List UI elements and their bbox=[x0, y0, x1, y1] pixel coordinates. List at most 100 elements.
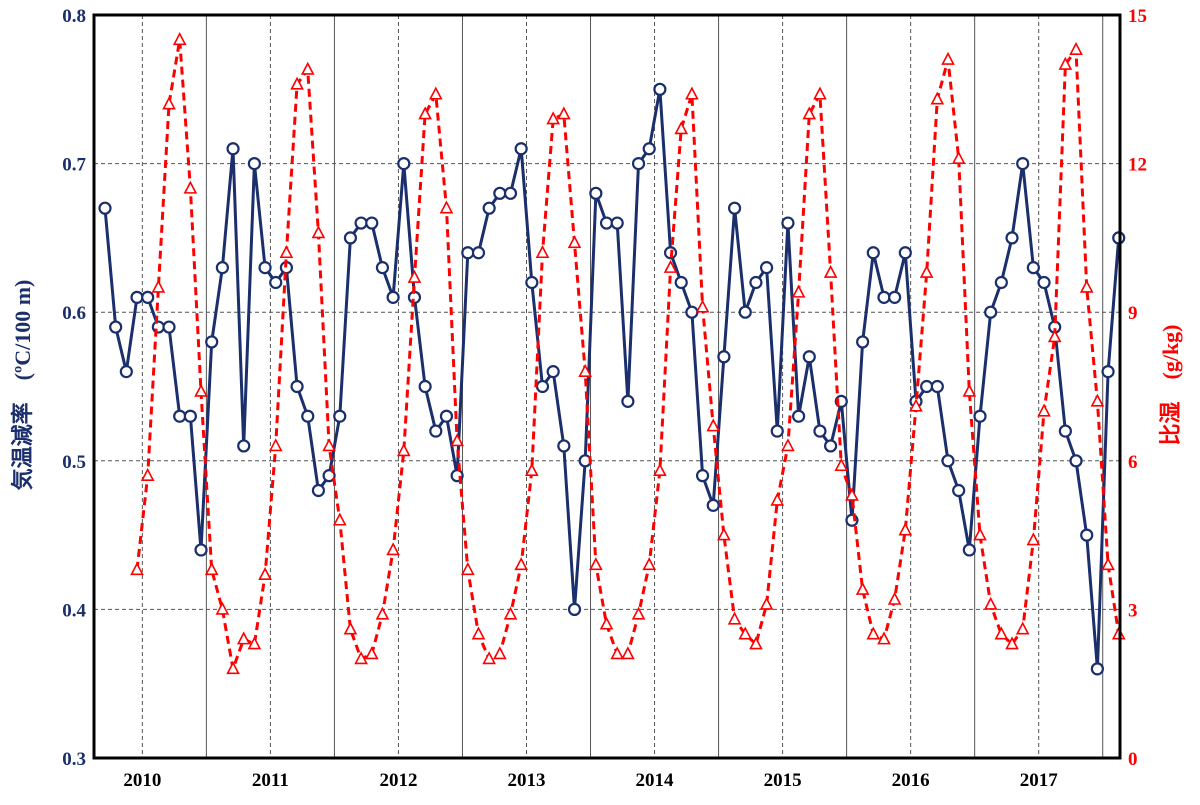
data-point bbox=[1079, 279, 1094, 293]
data-point bbox=[546, 111, 560, 125]
y-right-tick-label: 15 bbox=[1128, 6, 1147, 27]
data-point bbox=[290, 379, 304, 394]
data-point bbox=[130, 290, 144, 304]
series-line-left bbox=[103, 87, 1121, 671]
data-point bbox=[1058, 424, 1072, 438]
data-point bbox=[162, 96, 176, 110]
y-left-tick-label: 0.5 bbox=[62, 452, 86, 473]
data-point bbox=[343, 621, 358, 635]
y-left-tick-label: 0.6 bbox=[62, 303, 86, 324]
data-point bbox=[962, 383, 977, 397]
data-point bbox=[258, 261, 272, 275]
data-point bbox=[898, 246, 912, 260]
data-point bbox=[973, 409, 987, 423]
data-point bbox=[919, 264, 934, 278]
data-point bbox=[962, 543, 976, 557]
data-point bbox=[759, 261, 774, 275]
data-point bbox=[834, 458, 849, 472]
y-left-axis-label: 気温減率 (ºC/100 m) bbox=[10, 280, 35, 491]
data-point bbox=[1058, 56, 1073, 70]
data-point bbox=[770, 424, 784, 438]
data-point bbox=[450, 433, 464, 447]
data-point bbox=[471, 626, 486, 640]
data-point bbox=[759, 596, 774, 610]
data-point bbox=[631, 606, 646, 620]
data-point bbox=[332, 512, 347, 526]
data-point bbox=[1069, 454, 1083, 468]
data-point bbox=[215, 601, 230, 615]
data-point bbox=[482, 201, 496, 215]
data-point bbox=[813, 86, 827, 100]
data-point bbox=[952, 483, 966, 498]
data-point bbox=[567, 602, 582, 617]
data-point bbox=[119, 365, 133, 379]
data-point bbox=[375, 606, 390, 620]
data-point bbox=[546, 365, 560, 379]
data-point bbox=[1026, 261, 1040, 275]
data-point bbox=[589, 186, 603, 200]
data-point bbox=[621, 394, 635, 408]
data-point bbox=[610, 646, 625, 660]
data-point bbox=[247, 157, 261, 171]
x-tick-label: 2016 bbox=[892, 770, 930, 791]
y-left-tick-label: 0.8 bbox=[62, 6, 86, 27]
data-point bbox=[738, 305, 752, 319]
data-point bbox=[109, 320, 123, 334]
data-point bbox=[791, 284, 806, 298]
series-layer bbox=[98, 32, 1126, 676]
data-point bbox=[333, 409, 347, 423]
data-point bbox=[141, 290, 155, 304]
data-point bbox=[364, 646, 379, 660]
data-point bbox=[1037, 275, 1051, 290]
data-point bbox=[877, 631, 891, 645]
data-point bbox=[311, 225, 326, 239]
data-point bbox=[951, 150, 966, 164]
data-point bbox=[855, 581, 870, 595]
data-point bbox=[1101, 365, 1115, 379]
data-point bbox=[354, 216, 368, 230]
data-point bbox=[909, 398, 923, 412]
data-point bbox=[258, 567, 272, 581]
x-tick-label: 2017 bbox=[1020, 770, 1059, 791]
data-point bbox=[183, 180, 198, 194]
data-point bbox=[460, 562, 475, 576]
data-point bbox=[674, 121, 689, 135]
data-point bbox=[599, 216, 614, 230]
data-point bbox=[396, 443, 411, 457]
data-point bbox=[386, 290, 400, 304]
data-point bbox=[727, 201, 742, 215]
data-point bbox=[930, 379, 944, 394]
data-point bbox=[514, 142, 528, 156]
data-point bbox=[279, 245, 294, 259]
data-point bbox=[727, 611, 742, 625]
x-tick-label: 2015 bbox=[764, 770, 802, 791]
data-point bbox=[525, 462, 539, 477]
data-point bbox=[695, 469, 710, 483]
x-tick-label: 2013 bbox=[507, 770, 545, 791]
data-point bbox=[1005, 231, 1019, 245]
data-point bbox=[802, 350, 816, 364]
data-point bbox=[322, 438, 336, 452]
data-point bbox=[418, 106, 432, 120]
grid bbox=[94, 15, 1120, 758]
data-point bbox=[856, 335, 870, 349]
data-point bbox=[397, 157, 411, 171]
data-point bbox=[503, 186, 518, 200]
data-point bbox=[1037, 403, 1051, 417]
data-point bbox=[1090, 393, 1105, 407]
data-point bbox=[98, 201, 112, 215]
data-point bbox=[386, 542, 400, 556]
y-right-tick-label: 6 bbox=[1128, 452, 1138, 473]
data-point bbox=[695, 299, 710, 313]
data-point bbox=[1026, 532, 1041, 546]
data-point bbox=[204, 562, 219, 576]
data-point bbox=[343, 231, 358, 245]
data-point bbox=[503, 606, 518, 620]
data-point bbox=[173, 409, 187, 423]
data-point bbox=[610, 216, 624, 230]
data-point bbox=[599, 616, 614, 630]
data-point bbox=[365, 216, 379, 230]
data-point bbox=[994, 275, 1008, 290]
data-point bbox=[247, 636, 262, 650]
data-point bbox=[642, 142, 656, 156]
